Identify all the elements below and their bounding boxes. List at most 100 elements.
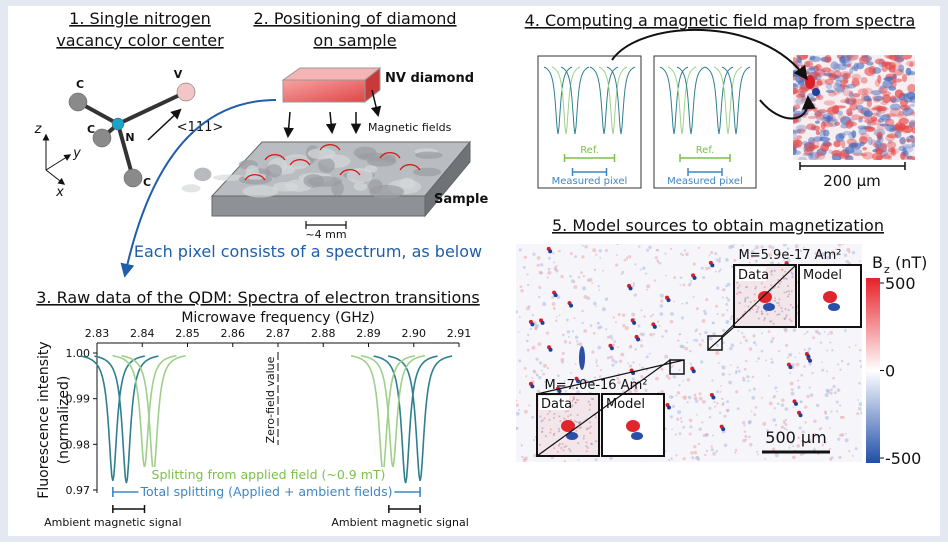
spectrum-box xyxy=(538,56,641,188)
map-noise xyxy=(675,433,677,435)
map-noise xyxy=(638,245,640,247)
map-noise xyxy=(795,357,797,359)
map-noise xyxy=(688,396,692,400)
map-noise xyxy=(649,353,651,355)
map-noise xyxy=(839,404,841,406)
map-noise xyxy=(772,337,775,340)
map-speckle xyxy=(831,150,841,156)
dipole xyxy=(693,276,697,280)
map-noise xyxy=(659,325,661,327)
map-noise xyxy=(680,253,682,255)
inset-noise xyxy=(577,442,579,444)
atom xyxy=(124,169,142,187)
map-speckle xyxy=(907,84,916,93)
map-noise xyxy=(744,368,747,371)
map-noise xyxy=(722,329,725,332)
map-noise xyxy=(769,401,773,405)
map-noise xyxy=(789,447,791,449)
inset-noise xyxy=(778,302,780,304)
fields-label: Magnetic fields xyxy=(368,121,452,134)
map-noise xyxy=(818,332,821,335)
inset-noise xyxy=(738,291,740,293)
map-noise xyxy=(711,446,713,448)
map-noise xyxy=(583,329,587,333)
map-noise xyxy=(558,250,561,253)
map-noise xyxy=(855,447,858,450)
map-noise xyxy=(702,319,706,323)
map-noise xyxy=(729,373,731,375)
map-noise xyxy=(723,415,726,418)
map-noise xyxy=(775,424,777,426)
dipole xyxy=(579,346,585,370)
map-noise xyxy=(637,325,640,328)
inset-noise xyxy=(792,273,794,275)
map-noise xyxy=(527,334,529,336)
map-noise xyxy=(737,407,740,410)
map-noise xyxy=(735,449,738,452)
map-noise xyxy=(526,340,529,343)
map-noise xyxy=(694,393,697,396)
inset-noise xyxy=(549,419,551,421)
map-noise xyxy=(518,409,520,411)
map-noise xyxy=(605,297,609,301)
map-noise xyxy=(764,458,766,460)
map-speckle xyxy=(849,68,853,74)
map-noise xyxy=(533,370,537,374)
map-noise xyxy=(718,270,720,272)
grain xyxy=(354,182,367,191)
map-noise xyxy=(837,364,839,366)
inset-noise xyxy=(588,427,590,429)
map-noise xyxy=(859,360,861,362)
map-noise xyxy=(712,435,714,437)
map-noise xyxy=(520,289,523,292)
inset-noise xyxy=(558,415,560,417)
inset-noise xyxy=(787,295,789,297)
map-speckle xyxy=(793,104,800,109)
map-noise xyxy=(650,315,652,317)
map-speckle xyxy=(816,72,820,76)
map-speckle xyxy=(815,121,820,124)
scale-label: 200 µm xyxy=(823,172,881,190)
map-noise xyxy=(594,269,596,271)
map-noise xyxy=(668,377,671,380)
map-noise xyxy=(829,427,831,429)
dipole xyxy=(653,325,657,329)
map-noise xyxy=(615,263,618,266)
map-noise xyxy=(646,284,650,288)
colorbar-label: z xyxy=(884,263,890,276)
map-noise xyxy=(596,359,598,361)
map-speckle xyxy=(887,133,899,138)
map-speckle xyxy=(842,61,846,66)
map-speckle xyxy=(808,139,819,148)
caption: Each pixel consists of a spectrum, as be… xyxy=(134,242,482,261)
dipole xyxy=(636,337,640,341)
map-speckle xyxy=(792,139,802,148)
map-noise xyxy=(730,364,732,366)
map-noise xyxy=(524,367,527,370)
map-speckle xyxy=(909,104,915,107)
dipole xyxy=(788,365,792,369)
map-noise xyxy=(679,369,681,371)
map-noise xyxy=(756,361,758,363)
map-speckle xyxy=(852,97,856,103)
map-speckle xyxy=(856,105,863,111)
map-noise xyxy=(834,391,837,394)
map-noise xyxy=(778,350,780,352)
inset-noise xyxy=(789,318,791,320)
inset-noise xyxy=(558,428,560,430)
map-noise xyxy=(567,330,570,333)
map-noise xyxy=(761,332,763,334)
map-noise xyxy=(560,275,563,278)
map-noise xyxy=(704,312,707,315)
map-speckle xyxy=(836,111,843,116)
map-noise xyxy=(611,359,614,362)
map-noise xyxy=(553,261,555,263)
inset-noise xyxy=(778,313,780,315)
map-noise xyxy=(576,340,578,342)
x-tick-label: 2.83 xyxy=(85,327,110,340)
map-noise xyxy=(537,264,540,267)
map-speckle xyxy=(808,97,816,101)
inset-noise xyxy=(569,450,571,452)
y-axis-label: Fluorescence intensity xyxy=(36,341,52,498)
map-noise xyxy=(789,372,791,374)
